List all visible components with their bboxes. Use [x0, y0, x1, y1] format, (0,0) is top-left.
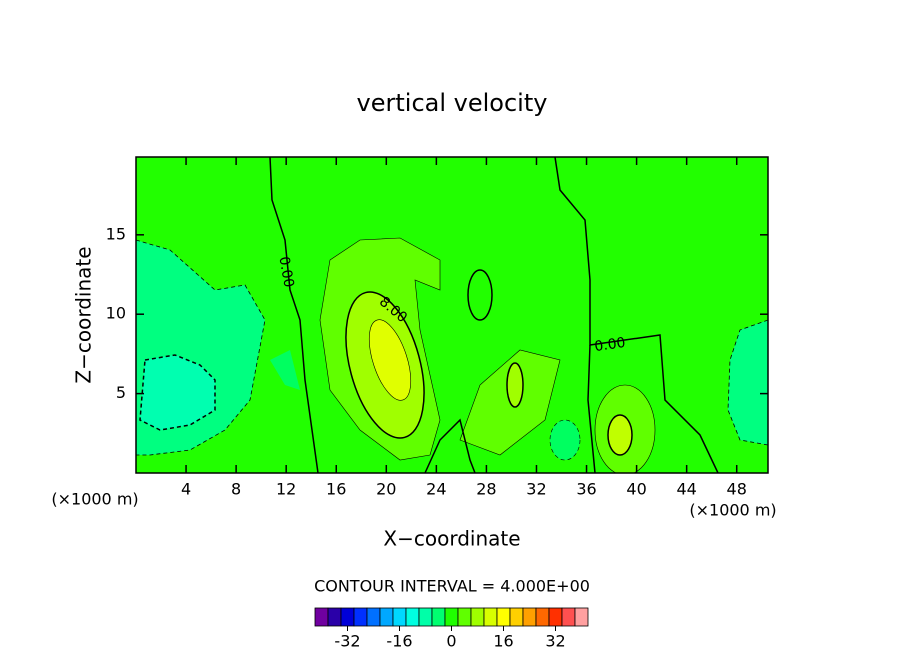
- x-tick-label: 8: [231, 480, 241, 499]
- x-axis-label: X−coordinate: [383, 527, 520, 551]
- y-tick-label: 10: [106, 304, 126, 323]
- colorbar-tick-label: -32: [334, 632, 360, 651]
- colorbar-box: [431, 607, 446, 627]
- colorbar-box: [457, 607, 472, 627]
- colorbar-box: [392, 607, 407, 627]
- colorbar-box: [483, 607, 498, 627]
- colorbar-box: [379, 607, 394, 627]
- colorbar-tick-label: 0: [446, 632, 456, 651]
- x-tick-label: 36: [576, 480, 596, 499]
- contour-interval: CONTOUR INTERVAL = 4.000E+00: [314, 577, 590, 596]
- contour-field: [136, 157, 768, 473]
- colorbar-box: [574, 607, 589, 627]
- colorbar-box: [327, 607, 342, 627]
- x-tick-label: 16: [326, 480, 346, 499]
- chart-title: vertical velocity: [357, 89, 548, 117]
- x-tick-label: 20: [376, 480, 396, 499]
- colorbar-box: [314, 607, 329, 627]
- colorbar-box: [548, 607, 563, 627]
- colorbar-box: [561, 607, 576, 627]
- x-tick-label: 32: [526, 480, 546, 499]
- colorbar-tick-label: -16: [386, 632, 412, 651]
- colorbar-box: [522, 607, 537, 627]
- contour-label: 0.00: [275, 255, 296, 288]
- x-tick-label: 40: [626, 480, 646, 499]
- colorbar-tick-label: 32: [545, 632, 565, 651]
- colorbar-box: [353, 607, 368, 627]
- x-tick-label: 28: [476, 480, 496, 499]
- colorbar-tick-label: 16: [493, 632, 513, 651]
- y-unit-label: (×1000 m): [51, 490, 138, 509]
- contour-label: 0.00: [593, 335, 626, 355]
- x-unit-label: (×1000 m): [689, 501, 776, 520]
- colorbar-box: [535, 607, 550, 627]
- colorbar-box: [405, 607, 420, 627]
- colorbar-box: [444, 607, 459, 627]
- colorbar-box: [366, 607, 381, 627]
- plot-frame: [135, 156, 769, 474]
- x-tick-label: 24: [426, 480, 446, 499]
- colorbar-box: [418, 607, 433, 627]
- x-tick-label: 12: [276, 480, 296, 499]
- colorbar-box: [340, 607, 355, 627]
- colorbar-box: [509, 607, 524, 627]
- x-tick-label: 48: [727, 480, 747, 499]
- x-tick-label: 44: [676, 480, 696, 499]
- y-tick-label: 5: [116, 383, 126, 402]
- y-axis-label: Z−coordinate: [72, 246, 96, 383]
- y-tick-label: 15: [106, 224, 126, 243]
- colorbar-box: [470, 607, 485, 627]
- colorbar-box: [496, 607, 511, 627]
- x-tick-label: 4: [181, 480, 191, 499]
